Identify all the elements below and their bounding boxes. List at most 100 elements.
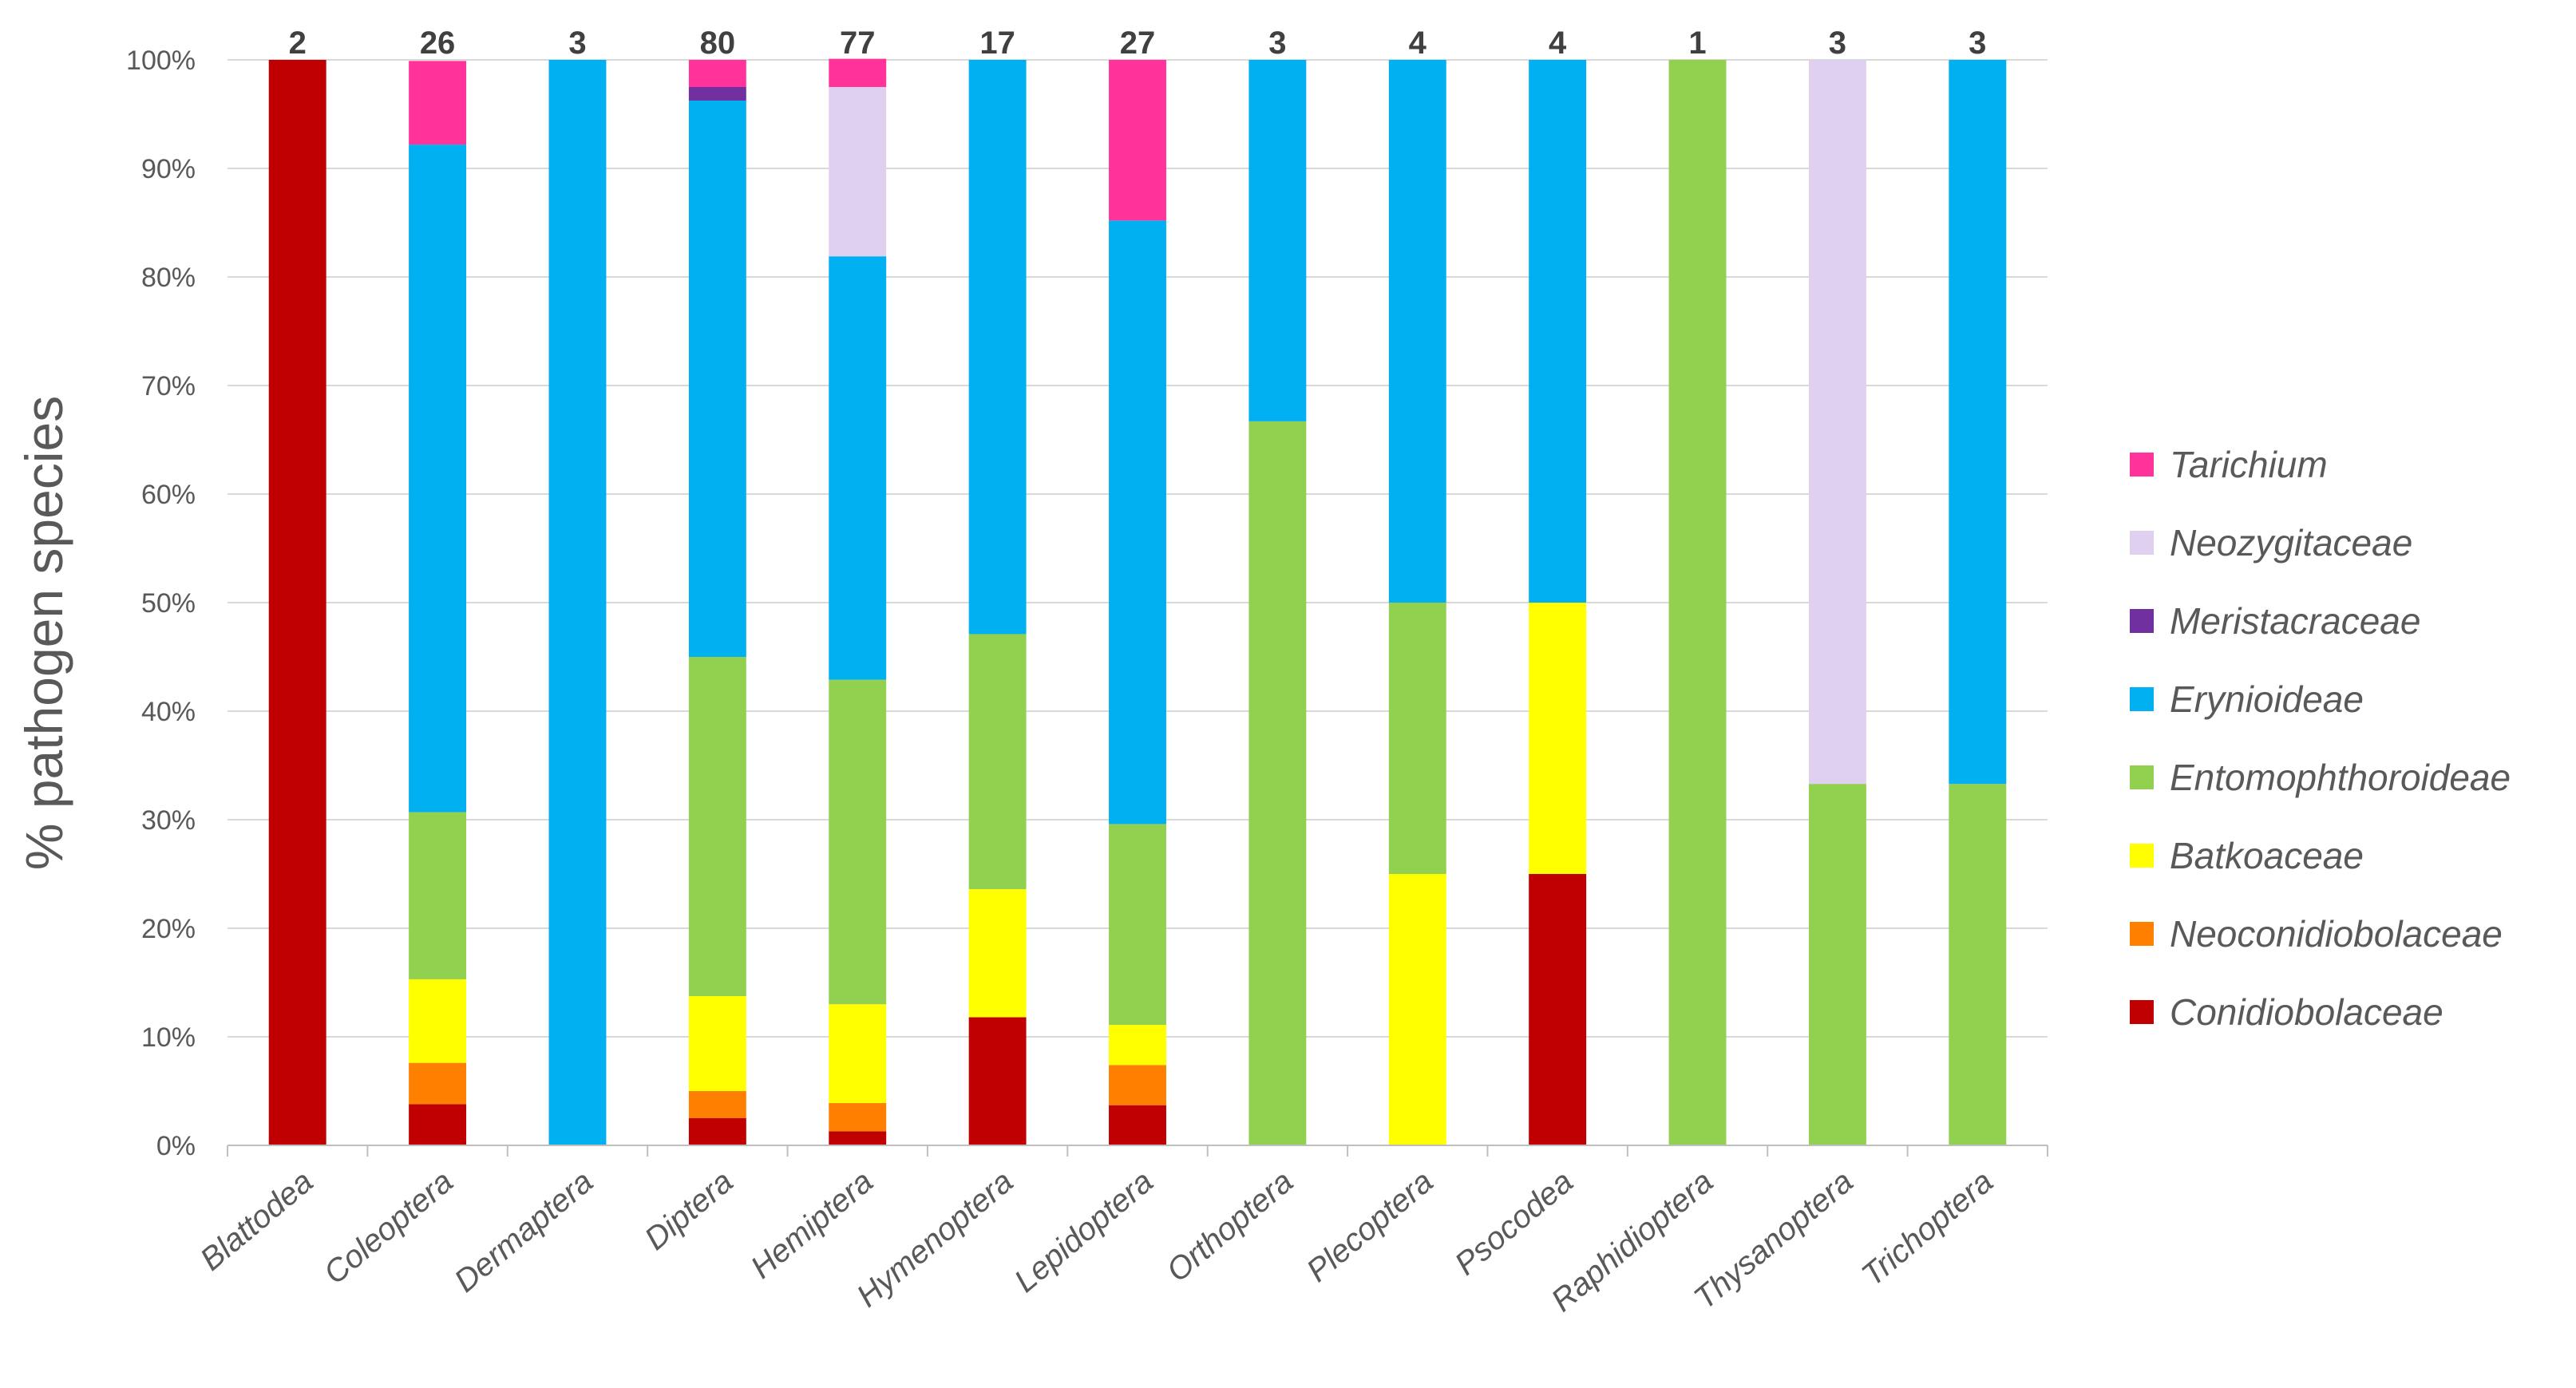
- x-tick-label: Psocodea: [1448, 1164, 1580, 1282]
- bar-segment: [968, 1017, 1027, 1145]
- bar-segment: [1109, 60, 1166, 221]
- bar-segment: [409, 1104, 467, 1145]
- x-tick-label: Plecoptera: [1300, 1164, 1440, 1289]
- y-tick-label: 100%: [126, 45, 196, 76]
- legend-label: Conidiobolaceae: [2170, 991, 2443, 1033]
- bar-segment: [1109, 220, 1166, 824]
- bars-layer: [268, 58, 2007, 1145]
- bar-total-label: 1: [1688, 26, 1706, 61]
- bar-total-label: 3: [1969, 26, 1986, 61]
- bar-segment: [968, 60, 1027, 635]
- y-tick-label: 10%: [141, 1022, 196, 1053]
- legend-label: Entomophthoroideae: [2170, 757, 2511, 798]
- bar-segment: [1388, 60, 1446, 603]
- bar-total-label: 4: [1409, 26, 1427, 61]
- x-tick-label: Dermaptera: [448, 1164, 599, 1299]
- bar-segment: [1388, 603, 1446, 874]
- y-tick-label: 30%: [141, 805, 196, 836]
- x-tick-label: Lepidoptera: [1008, 1164, 1160, 1299]
- bar-segment: [688, 1118, 746, 1145]
- x-tick-label: Coleoptera: [318, 1164, 460, 1291]
- legend-swatch: [2130, 453, 2154, 477]
- bar-segment: [1529, 603, 1587, 874]
- legend-swatch: [2130, 687, 2154, 711]
- x-tick-label: Blattodea: [194, 1164, 320, 1277]
- bar-segment: [688, 996, 746, 1091]
- legend-label: Erynioideae: [2170, 678, 2364, 720]
- y-tick-label: 80%: [141, 263, 196, 293]
- y-tick-label: 0%: [156, 1131, 196, 1161]
- bar-total-label: 26: [420, 26, 456, 61]
- y-tick-label: 40%: [141, 697, 196, 727]
- legend-swatch: [2130, 609, 2154, 633]
- bar-segment: [1109, 1025, 1166, 1066]
- legend-label: Batkoaceae: [2170, 835, 2364, 876]
- bar-segment: [409, 144, 467, 813]
- legend-label: Neozygitaceae: [2170, 522, 2412, 564]
- bar-segment: [968, 889, 1027, 1018]
- bar-total-label: 4: [1549, 26, 1567, 61]
- y-tick-label: 50%: [141, 588, 196, 619]
- bar-total-label: 3: [1268, 26, 1286, 61]
- bar-segment: [829, 256, 887, 680]
- bar-segment: [1388, 874, 1446, 1145]
- bar-segment: [409, 1062, 467, 1105]
- bar-total-label: 3: [1829, 26, 1846, 61]
- y-tick-label: 90%: [141, 154, 196, 184]
- x-tick-label: Hemiptera: [744, 1164, 880, 1285]
- bar-segment: [1529, 874, 1587, 1145]
- bar-segment: [688, 657, 746, 996]
- x-tick-label: Diptera: [639, 1164, 740, 1257]
- bar-total-label: 80: [700, 26, 736, 61]
- bar-segment: [829, 1131, 887, 1145]
- bar-total-label: 27: [1120, 26, 1156, 61]
- legend-label: Tarichium: [2170, 444, 2328, 485]
- y-axis-title: % pathogen species: [14, 396, 73, 870]
- bar-total-label: 17: [979, 26, 1015, 61]
- bar-segment: [968, 634, 1027, 890]
- legend-swatch: [2130, 765, 2154, 789]
- bar-segment: [1808, 60, 1866, 785]
- bar-segment: [1109, 824, 1166, 1026]
- bar-segment: [688, 60, 746, 87]
- bar-segment: [1529, 60, 1587, 603]
- bar-segment: [1109, 1065, 1166, 1105]
- bar-segment: [688, 101, 746, 657]
- legend-swatch: [2130, 922, 2154, 946]
- bar-segment: [409, 61, 467, 145]
- axis-layer: 0% 10% 20% 30% 40% 50% 60% 70% 80% 90% 100%: [126, 45, 2048, 1161]
- y-tick-label: 60%: [141, 480, 196, 510]
- bar-segment: [829, 1004, 887, 1103]
- legend-label: Neoconidiobolaceae: [2170, 913, 2503, 955]
- bar-segment: [1248, 60, 1307, 421]
- bar-segment: [1808, 784, 1866, 1145]
- x-tick-label: Orthoptera: [1160, 1164, 1300, 1289]
- legend: Tarichium Neozygitaceae Meristacraceae Eryn…: [2130, 444, 2511, 1033]
- bar-segment: [688, 1091, 746, 1118]
- y-tick-label: 70%: [141, 371, 196, 401]
- y-tick-label: 20%: [141, 914, 196, 944]
- bar-total-label: 2: [289, 26, 307, 61]
- bar-segment: [268, 60, 326, 1145]
- bar-segment: [548, 60, 607, 1145]
- bar-segment: [1949, 60, 2007, 785]
- bar-segment: [409, 812, 467, 979]
- bar-segment: [829, 58, 887, 87]
- bar-total-label: 77: [840, 26, 876, 61]
- legend-swatch: [2130, 1000, 2154, 1024]
- x-tick-label: Trichoptera: [1855, 1164, 2000, 1293]
- legend-swatch: [2130, 531, 2154, 555]
- legend-label: Meristacraceae: [2170, 600, 2420, 642]
- bar-segment: [1668, 60, 1727, 1145]
- bar-segment: [829, 1102, 887, 1132]
- bar-segment: [1109, 1105, 1166, 1145]
- bar-segment: [829, 87, 887, 257]
- bar-segment: [1949, 784, 2007, 1145]
- legend-swatch: [2130, 844, 2154, 868]
- bar-segment: [409, 979, 467, 1063]
- bar-total-label: 3: [568, 26, 586, 61]
- bar-segment: [829, 679, 887, 1005]
- bar-segment: [688, 87, 746, 101]
